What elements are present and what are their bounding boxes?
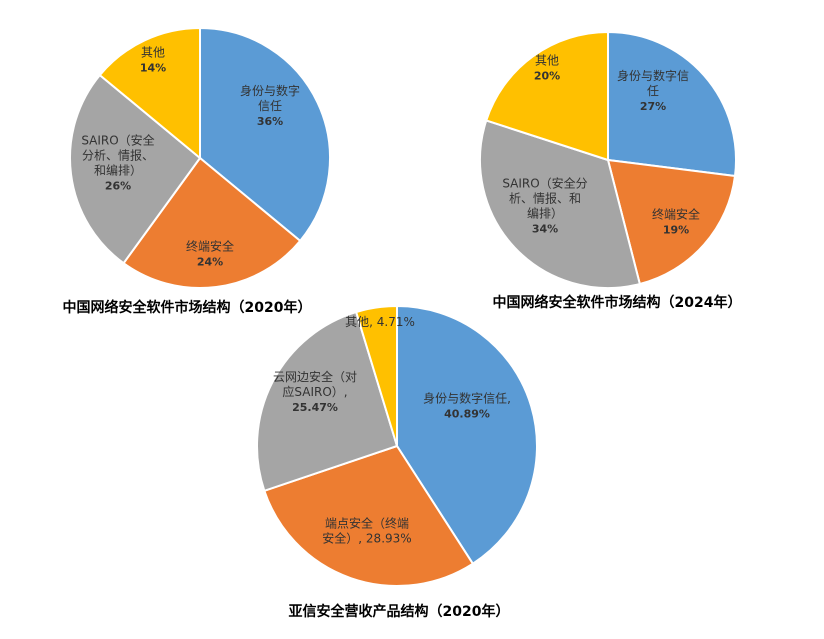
pie-slice-1-1: [606, 158, 737, 286]
slice-percent-1-2: 34%: [532, 223, 558, 236]
pie-slice-1-2: [479, 119, 642, 289]
slice-percent-0-2: 26%: [105, 180, 131, 193]
pie-slice-2-1: [263, 444, 475, 587]
slice-label-0-3: 其他: [141, 46, 165, 60]
slice-label-1-2: SAIRO（安全分析、情报、和编排）: [502, 176, 587, 221]
pie-slice-0-0: [199, 26, 331, 243]
slice-percent-0-3: 14%: [140, 62, 166, 75]
pie-slice-0-3: [98, 26, 201, 161]
chart-title-2024-market: 中国网络安全软件市场结构（2024年）: [493, 294, 742, 311]
slice-percent-1-1: 19%: [663, 224, 689, 237]
slice-percent-0-0: 36%: [257, 115, 283, 128]
pie-chart-2020-asiainfo: 身份与数字信任, 40.89% 端点安全（终端安全）, 28.93% 云网边安全（对应…: [256, 304, 538, 587]
pie-slice-1-0: [607, 30, 737, 178]
pie-chart-2020-market: 身份与数字信任 36% 终端安全 24% SAIRO（安全分析、情报、和编排） 26% 其他…: [69, 26, 331, 289]
pie-slice-2-3: [354, 304, 398, 447]
slice-label-1-3: 其他: [535, 54, 559, 68]
pie-slice-1-3: [484, 30, 609, 162]
slice-label-1-0: 身份与数字信任: [617, 68, 689, 98]
slice-label-2-0: 身份与数字信任,: [423, 391, 511, 406]
pie-slice-2-2: [256, 310, 399, 493]
slice-label-2-3: 其他, 4.71%: [345, 315, 415, 329]
slice-percent-1-3: 20%: [534, 70, 560, 83]
slice-label-0-0: 身份与数字信任: [240, 83, 300, 113]
pie-slice-0-2: [69, 73, 202, 265]
chart-title-2020-market: 中国网络安全软件市场结构（2020年）: [63, 299, 312, 316]
slice-percent-2-2: 25.47%: [292, 401, 338, 414]
slice-label-0-1: 终端安全: [186, 239, 234, 254]
pie-slice-0-1: [122, 156, 302, 289]
slice-percent-1-0: 27%: [640, 100, 666, 113]
slice-percent-0-1: 24%: [197, 256, 223, 269]
pie-chart-2024-market: 身份与数字信任 27% 终端安全 19% SAIRO（安全分析、情报、和编排） 34% 其他…: [479, 30, 737, 289]
chart-title-2020-asiainfo: 亚信安全营收产品结构（2020年）: [289, 603, 510, 620]
slice-percent-2-0: 40.89%: [444, 408, 490, 421]
slice-label-0-2: SAIRO（安全分析、情报、和编排）: [81, 133, 154, 178]
slice-label-2-1: 端点安全（终端安全）, 28.93%: [322, 516, 411, 546]
slice-label-2-2: 云网边安全（对应SAIRO）,: [273, 369, 357, 399]
slice-label-1-1: 终端安全: [652, 207, 700, 222]
